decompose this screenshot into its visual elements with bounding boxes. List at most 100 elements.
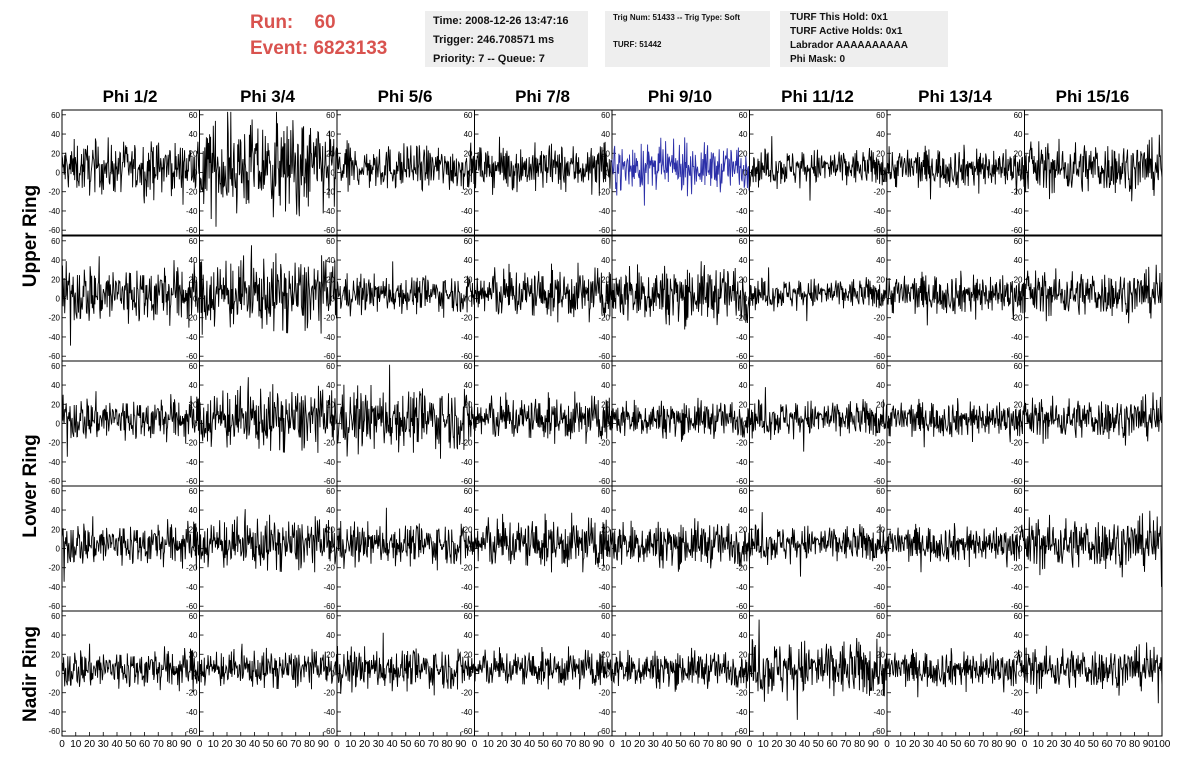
x-tick-label: 20 [359, 739, 371, 750]
x-tick-label: 60 [964, 739, 976, 750]
y-tick-label: -60 [323, 727, 335, 736]
y-tick-label: 40 [326, 506, 335, 515]
y-tick-label: -60 [461, 226, 473, 235]
y-tick-label: 60 [464, 111, 473, 120]
x-tick-label: 80 [441, 739, 453, 750]
y-tick-label: 60 [326, 237, 335, 246]
y-tick-label: -20 [186, 689, 198, 698]
y-tick-label: 40 [189, 381, 198, 390]
y-tick-label: -60 [873, 727, 885, 736]
y-tick-label: 20 [739, 400, 748, 409]
waveform-trace [1024, 392, 1163, 446]
y-tick-label: -40 [48, 708, 60, 717]
x-tick-label: 80 [716, 739, 728, 750]
x-tick-label: 20 [221, 739, 233, 750]
y-tick-label: -20 [461, 314, 473, 323]
y-tick-label: 0 [56, 169, 61, 178]
x-tick-label: 10 [70, 739, 82, 750]
y-tick-label: -40 [1011, 583, 1023, 592]
waveform-trace [61, 256, 200, 346]
y-tick-label: 40 [876, 631, 885, 640]
y-tick-label: -20 [48, 439, 60, 448]
trig-num-line: Trig Num: 51433 -- Trig Type: Soft [613, 13, 740, 22]
y-tick-label: -60 [1011, 727, 1023, 736]
y-tick-label: 40 [326, 256, 335, 265]
y-tick-label: -20 [186, 564, 198, 573]
y-tick-label: -60 [48, 727, 60, 736]
waveform-trace [886, 398, 1025, 448]
run-value: 60 [314, 12, 336, 33]
y-tick-label: 20 [876, 149, 885, 158]
panel-r1-c1: -60 -40 -20 0 20 40 60 [48, 109, 200, 236]
panel-r2-c7: -60 -40 -20 0 20 40 60 [873, 235, 1025, 362]
y-tick-label: -60 [598, 477, 610, 486]
waveform-trace [1024, 264, 1163, 324]
y-tick-label: -40 [461, 207, 473, 216]
y-tick-label: -20 [1011, 188, 1023, 197]
panel-r3-c1: -60 -40 -20 0 20 40 60 [48, 360, 200, 487]
y-tick-label: 40 [1014, 506, 1023, 515]
y-tick-label: -60 [186, 477, 198, 486]
y-tick-label: -40 [323, 333, 335, 342]
panel-r4-c2: -60 -40 -20 0 20 40 60 [186, 485, 338, 612]
y-tick-label: 0 [331, 420, 336, 429]
x-tick-label: 40 [249, 739, 261, 750]
x-tick-label: 40 [386, 739, 398, 750]
y-tick-label: 40 [876, 256, 885, 265]
y-tick-label: 20 [464, 149, 473, 158]
time-info-box: Time: 2008-12-26 13:47:16 Trigger: 246.7… [425, 11, 588, 67]
y-tick-label: -60 [598, 226, 610, 235]
y-tick-label: -40 [1011, 458, 1023, 467]
x-tick-label: 70 [565, 739, 577, 750]
waveform-trace [749, 619, 888, 720]
y-tick-label: 20 [601, 275, 610, 284]
x-tick-label: 90 [180, 739, 192, 750]
y-tick-label: 20 [189, 400, 198, 409]
y-tick-label: -20 [873, 689, 885, 698]
waveform-trace [336, 364, 475, 459]
x-tick-label: 30 [98, 739, 110, 750]
y-tick-label: 60 [464, 237, 473, 246]
x-tick-label: 0 [747, 739, 753, 750]
y-tick-label: 60 [189, 362, 198, 371]
y-tick-label: 0 [743, 670, 748, 679]
y-tick-label: 0 [468, 295, 473, 304]
panel-r1-c3: -60 -40 -20 0 20 40 60 [323, 109, 475, 236]
y-tick-label: 20 [739, 275, 748, 284]
x-tick-label: 70 [840, 739, 852, 750]
x-tick-label: 0 [1022, 739, 1028, 750]
y-tick-label: 40 [1014, 631, 1023, 640]
y-tick-label: 0 [881, 420, 886, 429]
y-tick-label: -40 [48, 333, 60, 342]
phi-mask-line: Phi Mask: 0 [790, 54, 846, 65]
y-tick-label: 60 [739, 237, 748, 246]
y-tick-label: 40 [326, 631, 335, 640]
y-tick-label: -60 [873, 477, 885, 486]
panel-r4-c4: -60 -40 -20 0 20 40 60 [461, 485, 613, 612]
panel-r3-c5: -60 -40 -20 0 20 40 60 [598, 360, 750, 487]
y-tick-label: 40 [51, 631, 60, 640]
y-tick-label: -60 [323, 477, 335, 486]
waveform-trace [474, 512, 613, 573]
x-tick-label: 30 [510, 739, 522, 750]
x-tick-label: 90 [1143, 739, 1155, 750]
y-tick-label: -40 [323, 458, 335, 467]
waveform-trace [199, 111, 338, 227]
panel-r1-c7: -60 -40 -20 0 20 40 60 [873, 109, 1025, 236]
y-tick-label: -60 [736, 352, 748, 361]
y-tick-label: -60 [1011, 477, 1023, 486]
x-tick-label: 20 [634, 739, 646, 750]
x-tick-label: 90 [730, 739, 742, 750]
y-tick-label: -40 [873, 708, 885, 717]
x-tick-label: 30 [648, 739, 660, 750]
x-tick-label: 50 [400, 739, 412, 750]
y-tick-label: -40 [186, 583, 198, 592]
y-tick-label: 20 [51, 525, 60, 534]
column-header-1: Phi 1/2 [102, 87, 158, 106]
